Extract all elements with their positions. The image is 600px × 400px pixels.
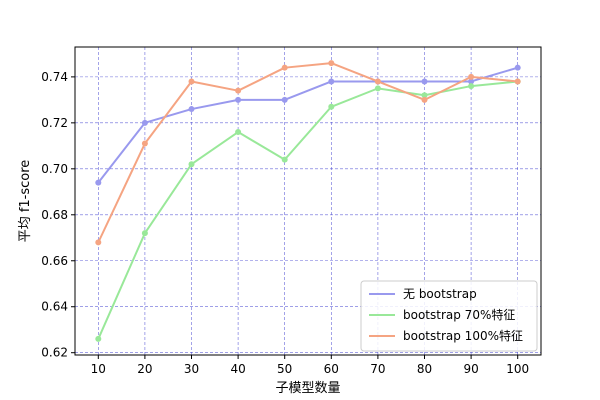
x-tick-label: 40: [230, 362, 245, 376]
data-point: [141, 140, 148, 147]
data-point: [281, 64, 288, 71]
x-tick-label: 50: [277, 362, 292, 376]
x-axis-label: 子模型数量: [275, 381, 340, 396]
x-tick-label: 80: [417, 362, 432, 376]
series-line-2: [97, 62, 519, 244]
y-tick-label: 0.74: [41, 70, 68, 84]
data-point: [514, 64, 521, 71]
y-tick-label: 0.72: [41, 116, 68, 130]
legend-entry: 无 bootstrap: [403, 287, 477, 301]
data-point: [141, 230, 148, 237]
data-point: [374, 78, 381, 85]
x-tick-label: 10: [91, 362, 106, 376]
x-tick-label: 20: [137, 362, 152, 376]
data-point: [328, 103, 335, 110]
data-point: [468, 83, 475, 90]
legend-entry: bootstrap 70%特征: [403, 307, 515, 322]
series-lines: [95, 60, 521, 342]
y-tick-label: 0.62: [41, 346, 68, 360]
data-point: [421, 92, 428, 99]
y-tick-label: 0.68: [41, 208, 68, 222]
data-point: [374, 85, 381, 92]
data-point: [468, 73, 475, 80]
series-line-0: [97, 66, 519, 184]
data-point: [328, 78, 335, 85]
data-point: [188, 106, 195, 113]
data-point: [235, 129, 242, 136]
y-axis-label: 平均 f1-score: [18, 160, 33, 243]
plot-frame: [74, 46, 542, 356]
data-point: [95, 335, 102, 342]
data-point: [421, 96, 428, 103]
data-point: [468, 78, 475, 85]
data-point: [141, 119, 148, 126]
x-tick-label: 60: [324, 362, 339, 376]
data-point: [235, 87, 242, 94]
x-tick-label: 90: [463, 362, 478, 376]
data-point: [281, 96, 288, 103]
legend-entry: bootstrap 100%特征: [403, 328, 523, 343]
data-point: [188, 78, 195, 85]
data-point: [95, 239, 102, 246]
x-tick-label: 100: [506, 362, 529, 376]
y-tick-label: 0.66: [41, 254, 68, 268]
axis-ticks: 10 20 30 40 50 60 70 80 90 100 0.62 0.64 0.66 0.68 0.7…: [41, 70, 529, 376]
data-point: [188, 161, 195, 168]
legend: 无 bootstrap bootstrap 70%特征 bootstrap 100%…: [360, 280, 538, 352]
data-point: [235, 96, 242, 103]
data-point: [421, 78, 428, 85]
y-tick-label: 0.70: [41, 162, 68, 176]
series-line-1: [97, 80, 519, 340]
y-tick-label: 0.64: [41, 300, 68, 314]
data-point: [328, 60, 335, 67]
data-point: [514, 78, 521, 85]
legend-box: [360, 280, 538, 352]
data-point: [95, 179, 102, 186]
x-tick-label: 70: [370, 362, 385, 376]
x-tick-label: 30: [184, 362, 199, 376]
data-point: [281, 156, 288, 163]
